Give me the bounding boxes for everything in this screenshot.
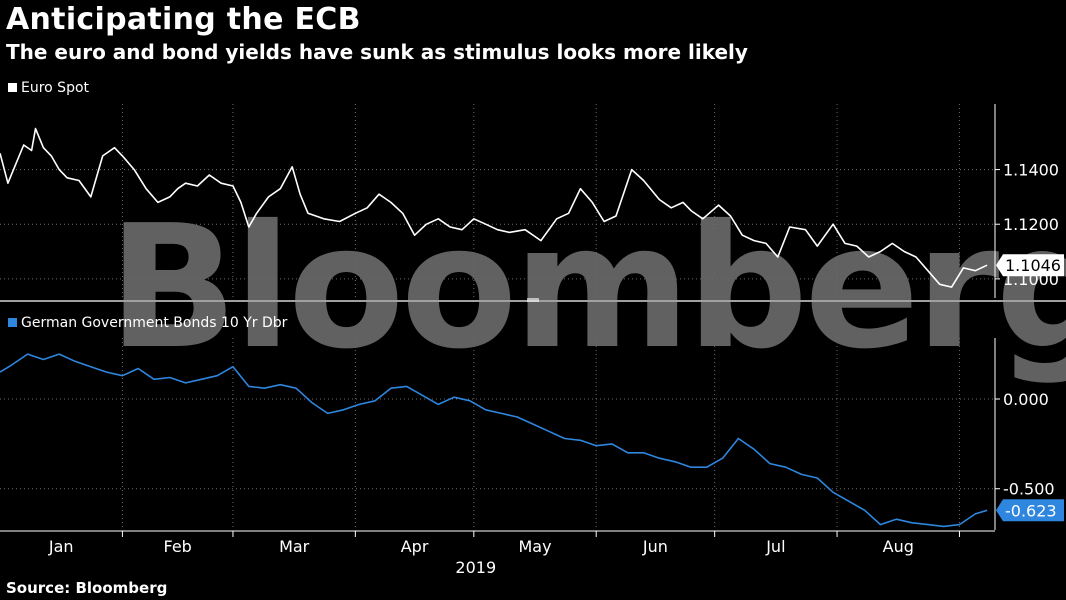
x-tick-label: Jan [48,537,74,556]
x-tick-label: Aug [883,537,914,556]
x-tick-label: Apr [401,537,429,556]
bund-series-line [0,353,988,528]
x-tick-label: Mar [279,537,310,556]
chart-subtitle: The euro and bond yields have sunk as st… [6,40,748,64]
euro-series-line [0,127,988,288]
euro-ytick-label: 1.1400 [1003,161,1059,180]
x-tick-label: Jun [642,537,668,556]
bund-legend-label: German Government Bonds 10 Yr Dbr [21,315,288,331]
bund-ytick-label: 0.000 [1003,390,1049,409]
x-tick-label: May [518,537,551,556]
panel-divider-handle [527,298,539,302]
x-tick-label: Feb [164,537,192,556]
bund-legend-swatch [8,318,17,327]
chart-title: Anticipating the ECB [6,2,361,37]
euro-last-value-badge [996,254,1064,277]
x-tick-label: Jul [765,537,785,556]
x-axis-year: 2019 [455,558,496,577]
euro-legend-label: Euro Spot [21,80,90,96]
source-note: Source: Bloomberg [6,579,168,597]
bloomberg-watermark: Bloomberg [108,189,1066,387]
euro-legend-swatch [8,83,17,92]
euro-last-value-label: 1.1046 [1005,256,1061,275]
bund-ytick-label: -0.500 [1003,480,1055,499]
euro-ytick-label: 1.1200 [1003,215,1059,234]
bund-last-value-label: -0.623 [1005,501,1057,520]
bund-last-value-badge [996,499,1064,522]
